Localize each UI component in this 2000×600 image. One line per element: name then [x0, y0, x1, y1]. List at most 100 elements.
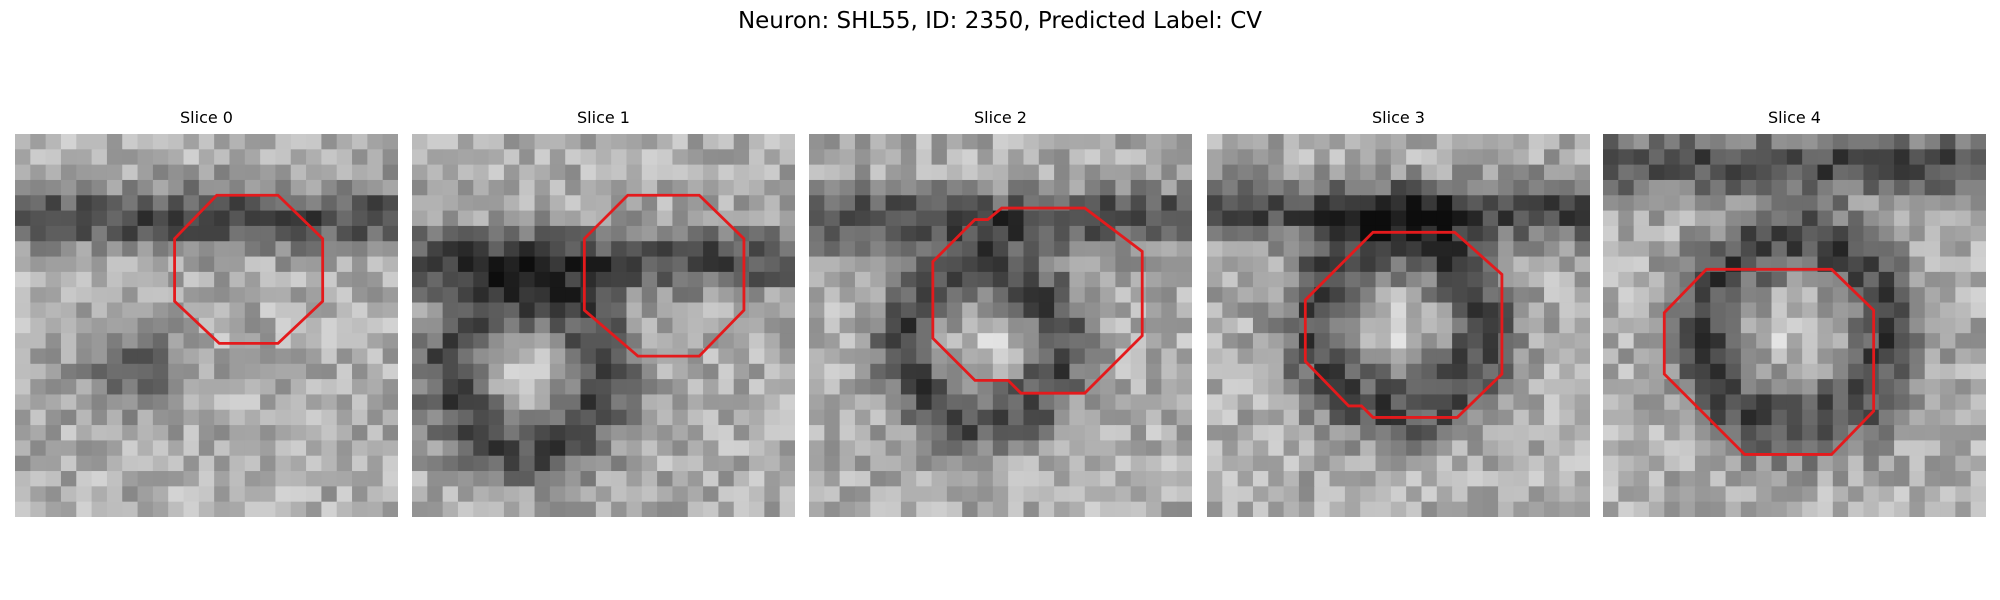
pixel — [442, 363, 459, 380]
pixel — [168, 287, 185, 304]
pixel — [1832, 149, 1849, 166]
panel-title: Slice 1 — [577, 108, 630, 127]
pixel — [122, 225, 139, 242]
pixel — [91, 409, 108, 426]
pixel — [718, 348, 735, 365]
pixel — [931, 363, 948, 380]
pixel — [244, 134, 261, 150]
pixel — [1268, 363, 1285, 380]
pixel — [1298, 241, 1315, 258]
pixel — [1390, 256, 1407, 273]
pixel — [1467, 363, 1484, 380]
pixel — [1940, 241, 1956, 258]
pixel — [1344, 486, 1361, 503]
pixel — [488, 164, 505, 181]
pixel — [854, 440, 871, 457]
pixel — [854, 256, 871, 273]
pixel — [1406, 287, 1423, 304]
pixel — [626, 394, 643, 411]
pixel — [931, 379, 948, 396]
pixel — [168, 149, 185, 166]
pixel — [657, 317, 674, 334]
pixel — [1115, 287, 1132, 304]
pixel — [1008, 287, 1025, 304]
pixel — [45, 471, 62, 487]
pixel — [1130, 379, 1147, 396]
pixel — [152, 256, 169, 273]
pixel — [687, 486, 704, 503]
pixel — [1802, 225, 1819, 242]
pixel — [672, 134, 689, 150]
pixel — [106, 210, 123, 227]
pixel — [1513, 501, 1530, 517]
pixel — [1069, 501, 1086, 517]
pixel — [962, 256, 979, 273]
pixel — [1038, 271, 1055, 288]
pixel — [1664, 210, 1681, 227]
pixel — [749, 149, 765, 166]
pixel — [1252, 210, 1269, 227]
pixel — [1848, 379, 1865, 396]
pixel — [1740, 149, 1757, 166]
pixel — [427, 394, 444, 411]
pixel — [503, 348, 520, 365]
pixel — [382, 501, 398, 517]
pixel — [1298, 317, 1315, 334]
pixel — [1360, 241, 1377, 258]
pixel — [854, 271, 871, 288]
pixel — [1115, 317, 1132, 334]
pixel — [534, 501, 551, 517]
pixel — [1528, 256, 1545, 273]
pixel — [549, 333, 566, 350]
pixel — [1344, 302, 1361, 319]
pixel — [641, 471, 658, 487]
pixel — [106, 225, 123, 242]
pixel — [1817, 471, 1834, 487]
pixel — [1421, 317, 1438, 334]
pixel — [1054, 302, 1071, 319]
pixel — [1100, 486, 1117, 503]
pixel — [1115, 486, 1132, 503]
pixel — [626, 287, 643, 304]
pixel — [1421, 425, 1438, 442]
pixel — [1252, 409, 1269, 426]
pixel — [427, 317, 444, 334]
pixel — [382, 271, 398, 288]
pixel — [1513, 471, 1530, 487]
pixel — [1482, 425, 1499, 442]
pixel — [152, 271, 169, 288]
pixel — [30, 425, 47, 442]
pixel — [260, 348, 277, 365]
pixel — [1694, 409, 1711, 426]
pixel — [1648, 486, 1665, 503]
pixel — [1786, 348, 1803, 365]
pixel — [1436, 379, 1453, 396]
pixel — [900, 317, 917, 334]
pixel — [962, 210, 979, 227]
pixel — [1054, 164, 1071, 181]
pixel — [672, 317, 689, 334]
pixel — [1222, 302, 1239, 319]
pixel — [1894, 149, 1911, 166]
pixel — [1817, 501, 1834, 517]
pixel — [1618, 363, 1635, 380]
pixel — [718, 486, 735, 503]
pixel — [962, 241, 979, 258]
pixel — [1344, 149, 1361, 166]
pixel — [1146, 195, 1162, 212]
pixel — [1115, 440, 1132, 457]
pixel — [275, 302, 292, 319]
pixel — [1069, 394, 1086, 411]
pixel — [839, 317, 856, 334]
pixel — [1771, 134, 1788, 150]
pixel — [931, 210, 948, 227]
pixel — [76, 256, 93, 273]
pixel — [1283, 471, 1300, 487]
pixel — [1436, 271, 1453, 288]
pixel — [1283, 164, 1300, 181]
pixel — [1008, 179, 1025, 196]
pixel — [900, 271, 917, 288]
pixel — [962, 149, 979, 166]
pixel-grid — [809, 134, 1192, 517]
pixel — [1771, 363, 1788, 380]
